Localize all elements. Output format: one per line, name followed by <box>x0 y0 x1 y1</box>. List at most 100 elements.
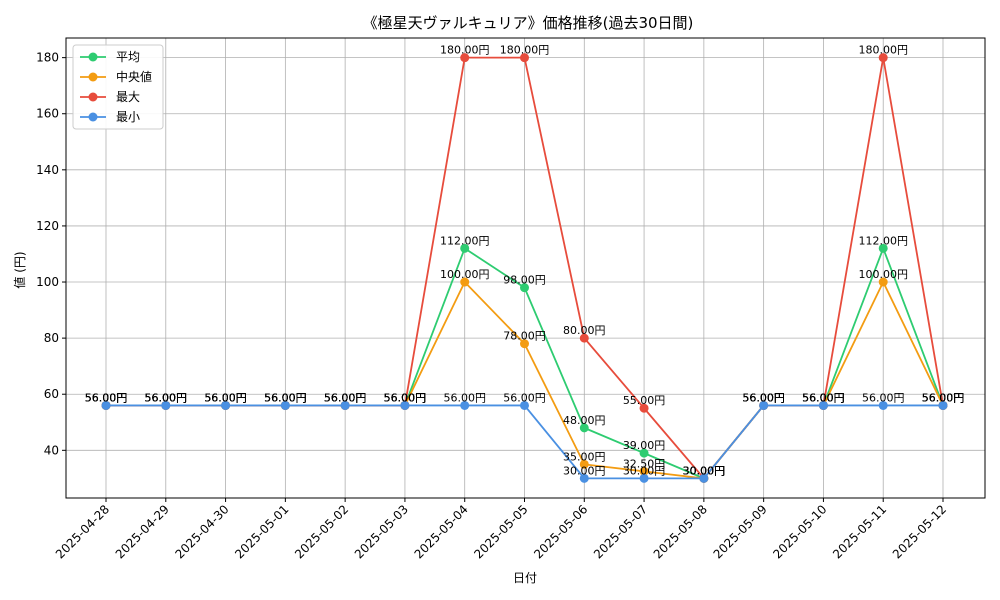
y-tick-label: 100 <box>36 275 59 289</box>
data-label: 48.00円 <box>563 414 606 427</box>
data-label: 56.00円 <box>742 391 785 404</box>
data-label: 30.00円 <box>683 464 726 477</box>
data-label: 30.00円 <box>563 464 606 477</box>
data-label: 100.00円 <box>858 268 908 281</box>
data-label: 56.00円 <box>85 391 128 404</box>
legend-marker <box>88 52 98 62</box>
data-label: 56.00円 <box>742 391 785 404</box>
data-point <box>221 400 231 410</box>
legend-marker <box>88 72 98 82</box>
grid <box>66 38 985 498</box>
data-label: 30.00円 <box>683 464 726 477</box>
plot-frame <box>65 37 986 499</box>
data-label: 56.00円 <box>145 391 188 404</box>
legend-label: 最小 <box>116 110 140 124</box>
data-label: 56.00円 <box>922 391 965 404</box>
data-label: 56.00円 <box>264 391 307 404</box>
x-tick-label: 2025-05-11 <box>830 502 889 561</box>
x-tick-label: 2025-05-12 <box>890 502 949 561</box>
legend-label: 中央値 <box>116 69 152 84</box>
data-point <box>579 473 589 483</box>
data-point <box>878 400 888 410</box>
x-axis-label: 日付 <box>513 571 537 585</box>
data-label: 35.00円 <box>563 450 606 463</box>
data-label: 32.50円 <box>623 457 666 470</box>
data-point <box>520 283 529 293</box>
data-point <box>460 53 470 63</box>
data-label: 180.00円 <box>440 44 490 57</box>
data-label: 56.00円 <box>324 391 367 404</box>
data-label: 56.00円 <box>384 391 427 404</box>
y-axis: 40 60 80 100 120 140 160 180 <box>36 51 66 457</box>
data-label: 55.00円 <box>623 394 666 407</box>
data-point <box>639 473 649 483</box>
x-tick-label: 2025-05-06 <box>531 502 590 561</box>
data-label: 100.00円 <box>440 268 490 281</box>
x-tick-label: 2025-05-02 <box>292 502 351 561</box>
x-tick-label: 2025-05-07 <box>591 502 650 561</box>
data-label: 56.00円 <box>802 391 845 404</box>
x-tick-label: 2025-04-30 <box>172 502 231 561</box>
data-label: 56.00円 <box>145 391 188 404</box>
data-label: 56.00円 <box>384 391 427 404</box>
data-point <box>579 459 589 469</box>
x-tick-label: 2025-05-01 <box>232 502 291 561</box>
y-axis-label: 値 (円) <box>12 251 27 288</box>
y-tick-label: 180 <box>36 51 59 65</box>
data-point <box>938 400 948 410</box>
x-tick-label: 2025-05-03 <box>352 502 411 561</box>
data-point <box>520 400 529 410</box>
data-label: 56.00円 <box>862 391 905 404</box>
data-point <box>699 473 709 483</box>
data-point <box>280 400 290 410</box>
data-label: 56.00円 <box>145 391 188 404</box>
x-tick-label: 2025-04-28 <box>53 502 112 561</box>
data-label: 56.00円 <box>922 391 965 404</box>
data-label: 56.00円 <box>742 391 785 404</box>
data-label: 56.00円 <box>384 391 427 404</box>
data-label: 56.00円 <box>443 391 486 404</box>
data-label: 56.00円 <box>802 391 845 404</box>
data-label: 56.00円 <box>204 391 247 404</box>
data-label: 80.00円 <box>563 324 606 337</box>
data-point <box>878 243 888 253</box>
data-point <box>639 403 649 413</box>
data-label: 56.00円 <box>204 391 247 404</box>
x-tick-label: 2025-05-05 <box>471 502 530 561</box>
data-label: 56.00円 <box>802 391 845 404</box>
data-label: 56.00円 <box>264 391 307 404</box>
data-label: 56.00円 <box>204 391 247 404</box>
data-label: 180.00円 <box>500 44 550 57</box>
data-label: 56.00円 <box>264 391 307 404</box>
data-labels: 56.00円 56.00円 56.00円 56.00円 56.00円 56.00円 112.… <box>85 44 965 478</box>
y-tick-label: 40 <box>44 443 59 457</box>
data-point <box>400 400 410 410</box>
data-label: 56.00円 <box>85 391 128 404</box>
data-label: 98.00円 <box>503 274 546 287</box>
data-point <box>460 400 470 410</box>
legend-label: 最大 <box>116 90 140 104</box>
data-point <box>520 339 529 349</box>
data-point <box>460 277 470 287</box>
data-point <box>818 400 828 410</box>
data-label: 78.00円 <box>503 330 546 343</box>
data-label: 56.00円 <box>802 391 845 404</box>
data-label: 30.00円 <box>683 464 726 477</box>
x-tick-label: 2025-05-09 <box>711 502 770 561</box>
data-label: 56.00円 <box>324 391 367 404</box>
data-label: 56.00円 <box>384 391 427 404</box>
x-tick-label: 2025-05-10 <box>770 502 829 561</box>
y-tick-label: 160 <box>36 107 59 121</box>
data-label: 56.00円 <box>324 391 367 404</box>
y-tick-label: 120 <box>36 219 59 233</box>
data-point <box>639 448 649 458</box>
x-tick-label: 2025-05-04 <box>412 502 471 561</box>
legend-marker <box>88 112 98 122</box>
data-point <box>639 466 649 476</box>
data-point <box>520 53 529 63</box>
data-point <box>161 400 171 410</box>
data-label: 39.00円 <box>623 439 666 452</box>
data-point <box>101 400 111 410</box>
